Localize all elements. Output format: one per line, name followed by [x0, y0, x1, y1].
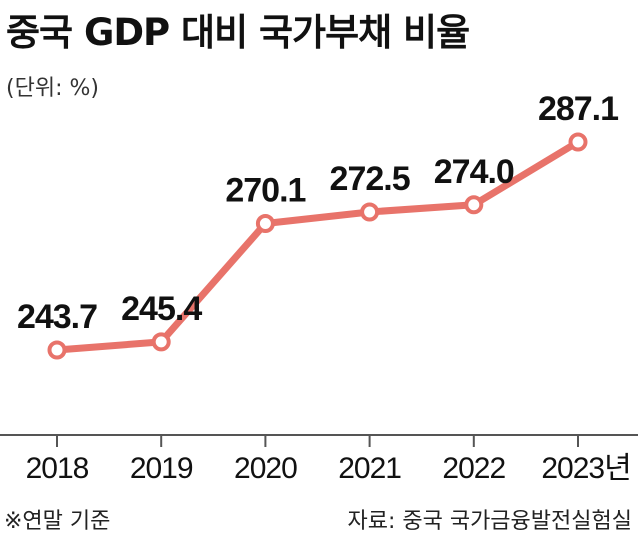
x-axis-ticks [56, 435, 579, 447]
chart-title: 중국 GDP 대비 국가부채 비율 [6, 11, 470, 54]
data-value-label: 274.0 [434, 153, 514, 191]
footnote: ※연말 기준 [4, 509, 111, 534]
data-value-label: 270.1 [225, 171, 305, 209]
data-value-label: 272.5 [330, 160, 410, 198]
data-point-marker [47, 340, 67, 360]
x-tick-label: 2021 [338, 452, 401, 485]
x-tick-label: 2019 [130, 452, 193, 485]
data-point-marker [151, 332, 171, 352]
data-value-label: 245.4 [121, 290, 202, 328]
source-note: 자료: 중국 국가금융발전실험실 [347, 509, 632, 534]
x-tick-label: 2018 [26, 452, 89, 485]
x-tick-label: 2023년 [541, 452, 630, 485]
data-point-marker [255, 213, 275, 233]
x-tick-label: 2020 [234, 452, 297, 485]
x-axis-tick-labels: 2018 2019 2020 2021 2022 2023년 [26, 452, 632, 485]
data-point-marker [360, 202, 380, 222]
data-value-label: 243.7 [17, 298, 97, 336]
x-tick-label: 2022 [442, 452, 505, 485]
series-line [53, 138, 582, 354]
unit-label: (단위: %) [6, 76, 99, 101]
data-value-label: 287.1 [538, 90, 618, 128]
data-value-labels: 243.7 245.4 270.1 272.5 274.0 287.1 [17, 90, 619, 336]
data-markers [47, 132, 588, 360]
data-point-marker [568, 132, 588, 152]
data-point-marker [464, 195, 484, 215]
